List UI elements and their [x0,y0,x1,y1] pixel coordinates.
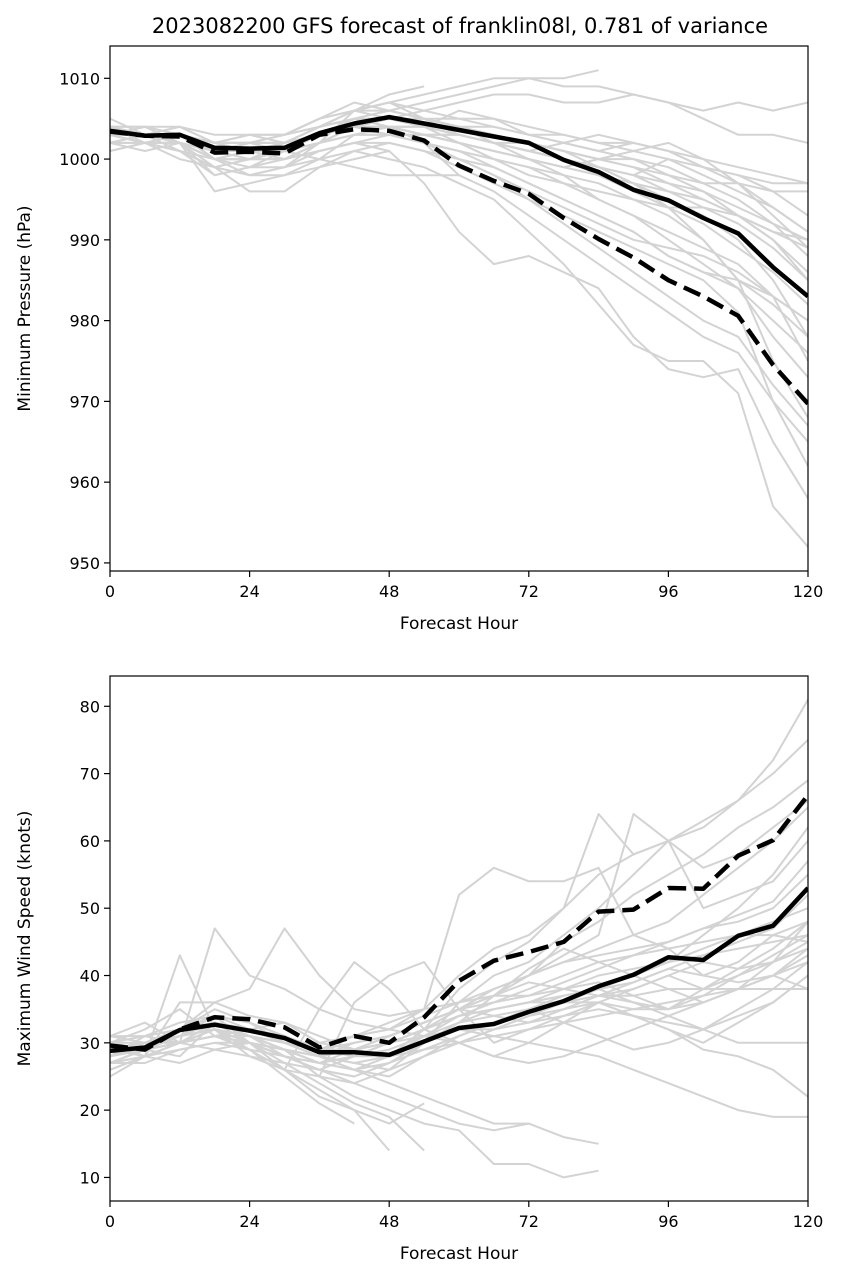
ensemble-member-line [110,1035,529,1132]
x-tick-label: 120 [793,1212,824,1231]
ensemble-member-line [110,125,808,548]
ensemble-member-line [110,117,808,257]
y-axis-label: Minimum Pressure (hPa) [15,205,35,411]
wind-panel: 0 24 48 72 96 120 10 20 30 40 50 60 70 80 Forecast Hou… [15,675,824,1264]
y-tick-label: 40 [80,967,100,986]
y-tick-label: 970 [69,392,100,411]
ensemble-member-line [110,866,808,1078]
ensemble-member-line [110,125,808,467]
ensemble-member-line [110,117,808,241]
x-tick-label: 72 [519,582,539,601]
x-tick-label: 24 [239,1212,259,1231]
x-tick-label: 120 [793,582,824,601]
solid-mean-line [110,114,808,299]
x-tick-label: 24 [239,582,259,601]
y-tick-label: 20 [80,1101,100,1120]
y-tick-label: 10 [80,1168,100,1187]
ensemble-member-line [110,141,808,427]
y-tick-label: 70 [80,765,100,784]
ensemble-member-line [110,779,808,1064]
ensemble-member-line [110,117,808,241]
y-tick-label: 50 [80,899,100,918]
y-tick-label: 950 [69,554,100,573]
x-tick-label: 0 [105,582,115,601]
y-tick-label: 60 [80,832,100,851]
plot-area [110,69,808,548]
dashed-mean-line [110,126,808,406]
pressure-panel: 0 24 48 72 96 120 950 960 970 980 990 1000 1010 Forec… [15,45,824,634]
ensemble-member-line [110,947,808,1078]
ensemble-member-line [110,1021,599,1179]
x-axis-label: Forecast Hour [400,1244,518,1264]
ensemble-member-line [110,133,808,499]
x-tick-label: 72 [519,1212,539,1231]
plot-area [110,699,808,1179]
y-tick-label: 30 [80,1034,100,1053]
dashed-mean-line [110,793,808,1052]
x-tick-label: 0 [105,1212,115,1231]
y-axis-label: Maximum Wind Speed (knots) [15,811,35,1067]
y-tick-label: 990 [69,231,100,250]
ensemble-member-line [110,1035,425,1125]
x-tick-label: 48 [379,1212,399,1231]
y-tick-label: 980 [69,312,100,331]
y-tick-label: 1010 [59,69,100,88]
ensemble-member-line [110,69,599,152]
axes-frame [109,45,809,572]
x-tick-label: 96 [658,1212,678,1231]
x-tick-label: 96 [658,582,678,601]
y-tick-label: 960 [69,473,100,492]
axes-frame [109,675,809,1202]
y-tick-label: 80 [80,697,100,716]
x-axis-label: Forecast Hour [400,614,518,634]
ensemble-member-line [110,133,390,177]
chart-title: 2023082200 GFS forecast of franklin08l, … [152,14,768,38]
solid-mean-line [110,886,808,1058]
x-tick-label: 48 [379,582,399,601]
ensemble-member-line [110,739,808,1058]
y-tick-label: 1000 [59,150,100,169]
